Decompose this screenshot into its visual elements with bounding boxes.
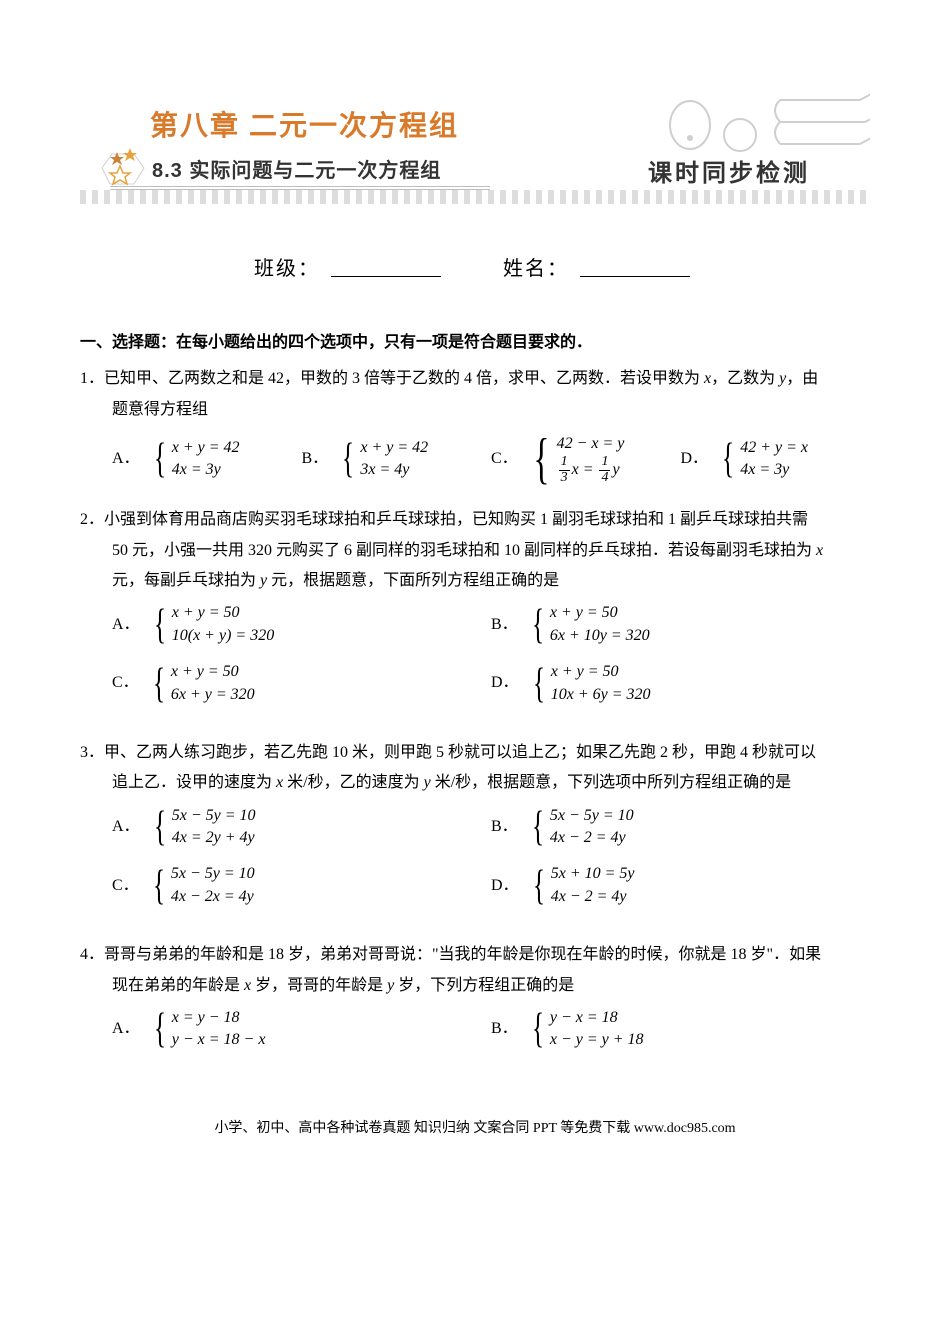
label-d: D． — [491, 871, 519, 901]
question-4: 4．哥哥与弟弟的年龄和是 18 岁，弟弟对哥哥说："当我的年龄是你现在年龄的时候… — [80, 940, 870, 1066]
page-footer: 小学、初中、高中各种试卷真题 知识归纳 文案合同 PPT 等免费下载 www.d… — [80, 1116, 870, 1143]
q1-stem-2: 题意得方程组 — [80, 395, 870, 425]
label-c: C． — [491, 444, 518, 474]
worksheet-page: 第八章 二元一次方程组 8.3 实际问题与二元一次方程组 — [0, 0, 950, 1182]
eq: 13x = 14y — [557, 455, 625, 485]
q2-stem-2: 50 元，小强一共用 320 元购买了 6 副同样的羽毛球拍和 10 副同样的乒… — [80, 536, 870, 566]
eq: 3x = 4y — [360, 459, 428, 481]
class-label: 班级： — [254, 258, 320, 280]
eq: 4x − 2 = 4y — [550, 827, 634, 849]
eq: 5x + 10 = 5y — [551, 863, 635, 885]
q3-opt-d[interactable]: D． {5x + 10 = 5y4x − 2 = 4y — [491, 863, 870, 908]
label-a: A． — [112, 1014, 140, 1044]
var-y: y — [424, 774, 431, 791]
question-3: 3．甲、乙两人练习跑步，若乙先跑 10 米，则甲跑 5 秒就可以追上乙；如果乙先… — [80, 738, 870, 922]
q1-stem: 1．已知甲、乙两数之和是 42，甲数的 3 倍等于乙数的 4 倍，求甲、乙两数．… — [80, 364, 870, 394]
q1-opt-a[interactable]: A． {x + y = 424x = 3y — [112, 431, 302, 487]
q1-options: A． {x + y = 424x = 3y B． {x + y = 423x =… — [80, 431, 870, 487]
eq: y − x = 18 − x — [172, 1029, 266, 1051]
eq: x + y = 50 — [551, 661, 651, 683]
label-b: B． — [491, 1014, 518, 1044]
eq: 42 + y = x — [740, 437, 808, 459]
q1-opt-b[interactable]: B． {x + y = 423x = 4y — [302, 431, 492, 487]
q3-opt-b[interactable]: B． {5x − 5y = 104x − 2 = 4y — [491, 805, 870, 850]
eq: 5x − 5y = 10 — [172, 805, 256, 827]
eq: 4x − 2 = 4y — [551, 886, 635, 908]
label-c: C． — [112, 668, 139, 698]
q3-stem-2: 追上乙．设甲的速度为 x 米/秒，乙的速度为 y 米/秒，根据题意，下列选项中所… — [80, 768, 870, 798]
label-d: D． — [491, 668, 519, 698]
eq: 5x − 5y = 10 — [550, 805, 634, 827]
label-b: B． — [302, 444, 329, 474]
eq: 4x = 3y — [172, 459, 240, 481]
eq: 4x − 2x = 4y — [171, 886, 255, 908]
q1-text-b: ，乙数为 — [711, 370, 779, 387]
eq: x + y = 50 — [171, 661, 255, 683]
question-1: 1．已知甲、乙两数之和是 42，甲数的 3 倍等于乙数的 4 倍，求甲、乙两数．… — [80, 364, 870, 487]
q3-opt-c[interactable]: C． {5x − 5y = 104x − 2x = 4y — [112, 863, 491, 908]
name-blank[interactable] — [580, 258, 690, 277]
q3-options: A． {5x − 5y = 104x = 2y + 4y B． {5x − 5y… — [80, 805, 870, 923]
eq: x − y = y + 18 — [550, 1029, 644, 1051]
eq: 10(x + y) = 320 — [172, 625, 274, 647]
q3-text-b: 追上乙．设甲的速度为 — [112, 774, 276, 791]
q2-text-c: 元，每副乒乓球拍为 — [112, 572, 260, 589]
stripe-bar — [80, 190, 870, 204]
q2-opt-c[interactable]: C． {x + y = 506x + y = 320 — [112, 661, 491, 706]
q4-opt-a[interactable]: A． {x = y − 18y − x = 18 − x — [112, 1007, 491, 1052]
chapter-title: 第八章 二元一次方程组 — [150, 100, 459, 153]
eq: 10x + 6y = 320 — [551, 684, 651, 706]
eq: 4x = 2y + 4y — [172, 827, 256, 849]
eq: 6x + 10y = 320 — [550, 625, 650, 647]
q2-opt-b[interactable]: B． {x + y = 506x + 10y = 320 — [491, 602, 870, 647]
label-b: B． — [491, 610, 518, 640]
q2-text-b: 50 元，小强一共用 320 元购买了 6 副同样的羽毛球拍和 10 副同样的乒… — [112, 542, 816, 559]
eq: x + y = 42 — [360, 437, 428, 459]
q4-stem-2: 现在弟弟的年龄是 x 岁，哥哥的年龄是 y 岁，下列方程组正确的是 — [80, 971, 870, 1001]
q1-text-a: 1．已知甲、乙两数之和是 42，甲数的 3 倍等于乙数的 4 倍，求甲、乙两数．… — [80, 370, 704, 387]
eq: 6x + y = 320 — [171, 684, 255, 706]
q3-stem: 3．甲、乙两人练习跑步，若乙先跑 10 米，则甲跑 5 秒就可以追上乙；如果乙先… — [80, 738, 870, 768]
q1-opt-c[interactable]: C． { 42 − x = y 13x = 14y — [491, 431, 681, 487]
q4-stem: 4．哥哥与弟弟的年龄和是 18 岁，弟弟对哥哥说："当我的年龄是你现在年龄的时候… — [80, 940, 870, 970]
eq: y − x = 18 — [550, 1007, 644, 1029]
eq: 5x − 5y = 10 — [171, 863, 255, 885]
label-b: B． — [491, 812, 518, 842]
q4-opt-b[interactable]: B． {y − x = 18x − y = y + 18 — [491, 1007, 870, 1052]
q1-text-c: ，由 — [786, 370, 818, 387]
q3-text-d: 米/秒，根据题意，下列选项中所列方程组正确的是 — [431, 774, 791, 791]
q4-text-d: 岁，下列方程组正确的是 — [394, 977, 574, 994]
eq: 42 − x = y — [557, 433, 625, 455]
q4-text-c: 岁，哥哥的年龄是 — [251, 977, 387, 994]
eq: x + y = 50 — [172, 602, 274, 624]
name-label: 姓名： — [503, 258, 569, 280]
q2-opt-a[interactable]: A． {x + y = 5010(x + y) = 320 — [112, 602, 491, 647]
q2-text-d: 元，根据题意，下面所列方程组正确的是 — [267, 572, 559, 589]
eq: x + y = 42 — [172, 437, 240, 459]
q1-opt-d[interactable]: D． {42 + y = x4x = 3y — [681, 431, 871, 487]
q4-text-b: 现在弟弟的年龄是 — [112, 977, 244, 994]
q2-stem-3: 元，每副乒乓球拍为 y 元，根据题意，下面所列方程组正确的是 — [80, 566, 870, 596]
q2-stem: 2．小强到体育用品商店购买羽毛球球拍和乒乓球球拍，已知购买 1 副羽毛球球拍和 … — [80, 505, 870, 535]
eq: 4x = 3y — [740, 459, 808, 481]
label-a: A． — [112, 444, 140, 474]
q2-options: A． {x + y = 5010(x + y) = 320 B． {x + y … — [80, 602, 870, 720]
label-c: C． — [112, 871, 139, 901]
eq: x + y = 50 — [550, 602, 650, 624]
label-d: D． — [681, 444, 709, 474]
class-blank[interactable] — [331, 258, 441, 277]
eq: x = y − 18 — [172, 1007, 266, 1029]
form-line: 班级： 姓名： — [80, 250, 870, 288]
label-a: A． — [112, 812, 140, 842]
header: 第八章 二元一次方程组 8.3 实际问题与二元一次方程组 — [80, 100, 870, 230]
q3-opt-a[interactable]: A． {5x − 5y = 104x = 2y + 4y — [112, 805, 491, 850]
section-1-heading: 一、选择题：在每小题给出的四个选项中，只有一项是符合题目要求的． — [80, 328, 870, 358]
q2-opt-d[interactable]: D． {x + y = 5010x + 6y = 320 — [491, 661, 870, 706]
var-x: x — [816, 542, 823, 559]
label-a: A． — [112, 610, 140, 640]
q3-text-c: 米/秒，乙的速度为 — [283, 774, 423, 791]
q4-options: A． {x = y − 18y − x = 18 − x B． {y − x =… — [80, 1007, 870, 1066]
question-2: 2．小强到体育用品商店购买羽毛球球拍和乒乓球球拍，已知购买 1 副羽毛球球拍和 … — [80, 505, 870, 720]
